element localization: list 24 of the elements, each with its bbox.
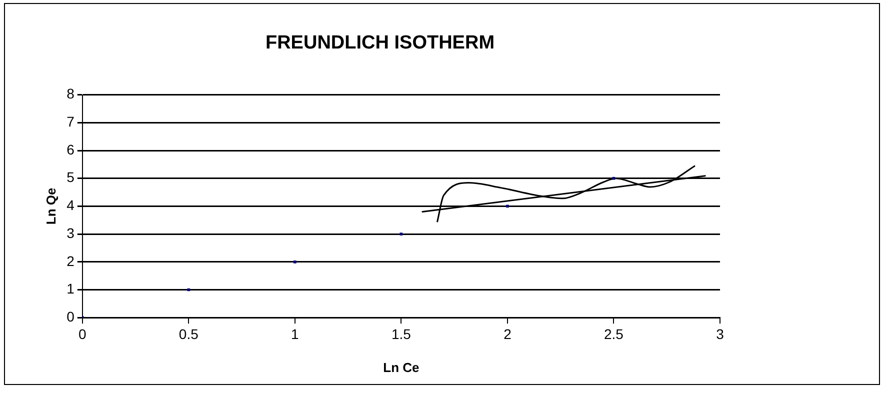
- x-tick-label: 2.5: [604, 326, 624, 342]
- y-tick-label: 5: [66, 169, 75, 186]
- point: [400, 232, 403, 236]
- y-tick-label: 0: [66, 308, 75, 324]
- y-tick-label: 2: [66, 252, 75, 269]
- x-axis-title: Ln Ce: [383, 360, 420, 375]
- y-tick-label: 1: [66, 280, 75, 297]
- y-tick-label: 6: [66, 141, 75, 158]
- y-tick-label: 8: [66, 86, 75, 102]
- y-tick-label: 7: [66, 114, 75, 130]
- point: [187, 288, 190, 292]
- x-tick-label: 0: [78, 326, 86, 342]
- point: [612, 176, 616, 180]
- y-tick-label: 3: [66, 224, 75, 241]
- x-tick-label: 3: [716, 326, 724, 342]
- x-tick-label: 2: [504, 326, 512, 342]
- chart-title: FREUNDLICH ISOTHERM: [265, 32, 495, 54]
- x-tick-label: 1.5: [391, 326, 412, 342]
- y-axis-title: Ln Qe: [43, 188, 58, 225]
- point: [506, 204, 509, 208]
- x-tick-label: 1: [291, 326, 300, 342]
- point: [294, 260, 296, 264]
- x-tick-label: 0.5: [178, 326, 199, 342]
- y-tick-label: 4: [66, 197, 75, 214]
